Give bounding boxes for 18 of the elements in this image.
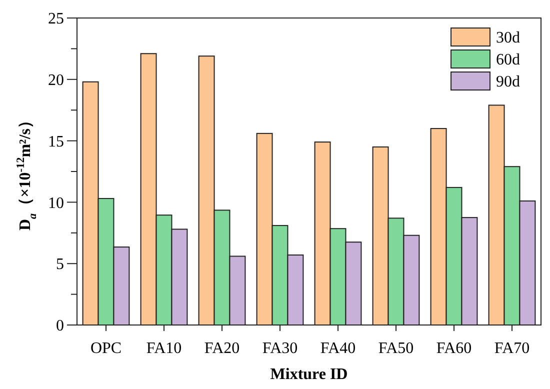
x-tick-label: FA70 [494, 340, 530, 357]
x-tick-label: FA20 [204, 340, 240, 357]
y-tick-label: 5 [56, 256, 64, 274]
legend-label: 30d [496, 30, 520, 47]
y-tick-label: 20 [48, 72, 64, 89]
x-tick-label: FA60 [436, 340, 472, 357]
legend-label: 90d [496, 74, 520, 91]
x-tick-label: FA40 [320, 340, 356, 357]
y-tick-label: 25 [48, 10, 64, 28]
y-tick-label: 0 [56, 318, 64, 335]
x-tick-label: FA50 [378, 340, 414, 357]
legend-label: 60d [496, 52, 520, 69]
x-tick-label: FA10 [146, 340, 182, 357]
x-tick-label: OPC [90, 340, 122, 357]
y-tick-label: 15 [48, 133, 64, 150]
x-axis-title: Mixture ID [270, 366, 348, 383]
y-tick-label: 10 [48, 194, 64, 212]
x-tick-label: FA30 [262, 340, 298, 357]
